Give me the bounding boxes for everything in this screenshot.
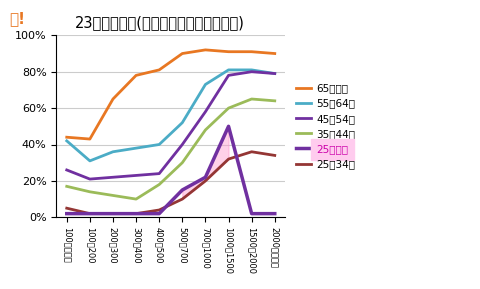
Text: マ!: マ! bbox=[10, 12, 25, 27]
Legend: 65歳以上, 55～64歳, 45～54歳, 35～44歳, 25歳未満, 25～34歳: 65歳以上, 55～64歳, 45～54歳, 35～44歳, 25歳未満, 25… bbox=[292, 80, 358, 173]
Title: 23区持ち家率(世帯年収別･年齢階層別): 23区持ち家率(世帯年収別･年齢階層別) bbox=[74, 15, 244, 30]
